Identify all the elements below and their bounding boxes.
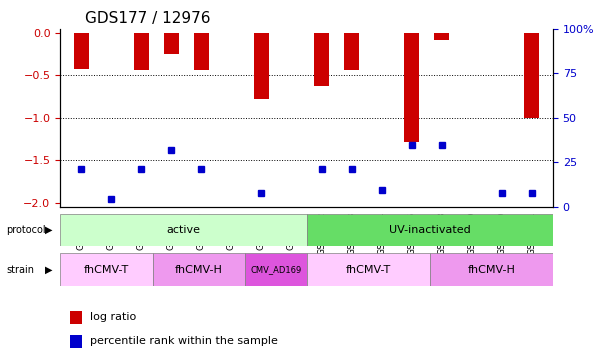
Text: protocol: protocol — [6, 225, 46, 235]
FancyBboxPatch shape — [153, 253, 245, 286]
Text: fhCMV-H: fhCMV-H — [468, 265, 515, 275]
Bar — [404, 33, 419, 142]
FancyBboxPatch shape — [430, 253, 553, 286]
FancyBboxPatch shape — [245, 253, 307, 286]
Text: fhCMV-H: fhCMV-H — [175, 265, 222, 275]
Text: active: active — [166, 225, 200, 235]
Text: ▶: ▶ — [45, 225, 52, 235]
FancyBboxPatch shape — [307, 214, 553, 246]
Text: fhCMV-T: fhCMV-T — [346, 265, 391, 275]
Bar — [163, 33, 179, 54]
Bar — [254, 33, 269, 99]
Bar — [524, 33, 539, 118]
FancyBboxPatch shape — [60, 214, 307, 246]
Bar — [344, 33, 359, 70]
Bar — [74, 33, 89, 69]
Bar — [314, 33, 329, 86]
Bar — [194, 33, 209, 70]
Text: strain: strain — [6, 265, 34, 275]
Text: log ratio: log ratio — [90, 312, 136, 322]
Text: GDS177 / 12976: GDS177 / 12976 — [85, 11, 210, 26]
Bar — [70, 311, 82, 324]
Text: percentile rank within the sample: percentile rank within the sample — [90, 336, 278, 346]
Bar — [70, 335, 82, 348]
Text: UV-inactivated: UV-inactivated — [389, 225, 471, 235]
FancyBboxPatch shape — [60, 253, 153, 286]
FancyBboxPatch shape — [307, 253, 430, 286]
Text: CMV_AD169: CMV_AD169 — [250, 265, 301, 274]
Text: ▶: ▶ — [45, 265, 52, 275]
Bar — [434, 33, 449, 40]
Bar — [133, 33, 149, 70]
Text: fhCMV-T: fhCMV-T — [84, 265, 129, 275]
